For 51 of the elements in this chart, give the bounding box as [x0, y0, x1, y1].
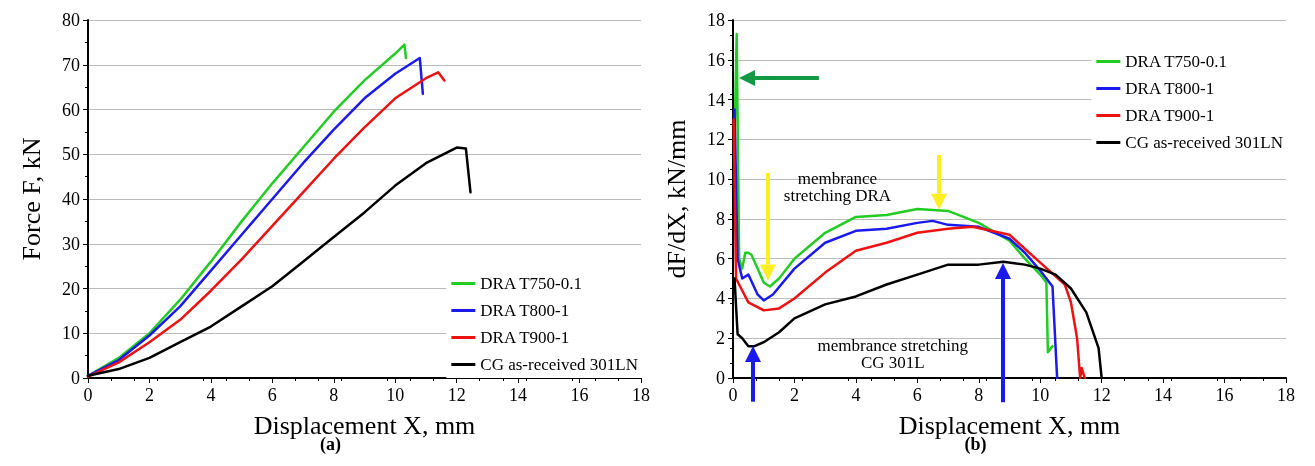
x-tick-label: 4 — [206, 385, 216, 405]
legend-label: DRA T750-0.1 — [480, 274, 583, 293]
y-tick-label: 40 — [62, 189, 80, 209]
y-axis-title: Force F, kN — [16, 137, 46, 261]
y-tick-label: 10 — [707, 169, 725, 190]
x-tick-label: 8 — [329, 385, 339, 405]
y-tick-label: 12 — [707, 129, 725, 150]
y-axis-title: dF/dX, kN/mm — [661, 119, 691, 279]
x-tick-label: 6 — [267, 385, 277, 405]
y-tick-label: 2 — [716, 328, 725, 349]
y-tick-label: 20 — [62, 278, 80, 299]
x-tick-label: 10 — [386, 385, 405, 405]
x-tick-label: 14 — [509, 385, 528, 405]
legend-label: CG as-received 301LN — [480, 355, 639, 374]
line-series — [733, 32, 1054, 354]
x-tick-label: 4 — [851, 385, 861, 405]
x-tick-label: 16 — [570, 385, 589, 405]
y-tick-label: 60 — [62, 99, 80, 120]
x-tick-label: 2 — [789, 385, 799, 405]
legend-label: DRA T800-1 — [480, 301, 570, 320]
y-tick-label: 0 — [716, 368, 725, 388]
y-tick-label: 8 — [716, 208, 725, 229]
y-tick-label: 18 — [707, 10, 725, 30]
x-tick-label: 14 — [1154, 385, 1173, 405]
x-tick-label: 18 — [632, 385, 650, 405]
x-tick-label: 12 — [1092, 385, 1111, 405]
legend-label: DRA T900-1 — [480, 328, 570, 347]
annotation: membrance stretching CG 301L — [817, 336, 969, 373]
x-tick-label: 18 — [1277, 385, 1295, 405]
y-tick-label: 6 — [716, 248, 725, 269]
x-tick-label: 10 — [1031, 385, 1050, 405]
x-tick-label: 2 — [144, 385, 154, 405]
x-tick-label: 6 — [912, 385, 922, 405]
y-tick-label: 80 — [62, 10, 80, 30]
x-tick-label: 0 — [83, 385, 93, 405]
y-tick-label: 0 — [71, 368, 80, 388]
legend-label: DRA T900-1 — [1125, 106, 1215, 125]
y-tick-label: 70 — [62, 54, 80, 75]
legend-label: DRA T800-1 — [1125, 79, 1215, 98]
y-tick-label: 14 — [707, 89, 725, 110]
legend-label: DRA T750-0.1 — [1125, 52, 1228, 71]
y-tick-label: 16 — [707, 49, 725, 70]
x-tick-label: 8 — [974, 385, 984, 405]
y-tick-label: 50 — [62, 144, 80, 165]
x-tick-label: 12 — [447, 385, 466, 405]
y-tick-label: 30 — [62, 233, 80, 254]
y-tick-label: 4 — [716, 288, 725, 309]
legend-label: CG as-received 301LN — [1125, 133, 1284, 152]
y-tick-label: 10 — [62, 323, 80, 344]
annotation: membrance stretching DRA — [783, 169, 892, 206]
x-tick-label: 16 — [1215, 385, 1234, 405]
